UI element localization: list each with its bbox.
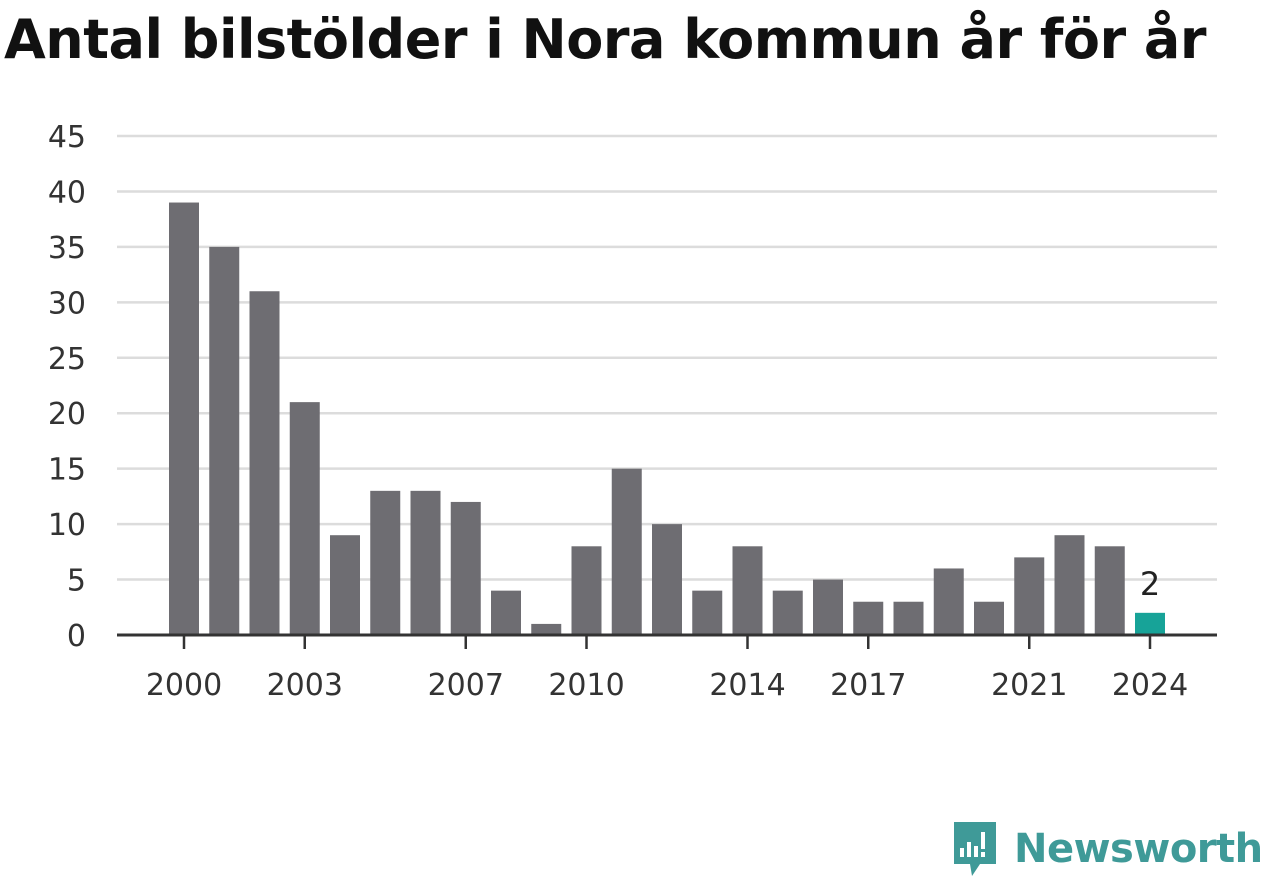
x-tick-label-2000: 2000 [146,668,222,703]
bar-2023 [1094,546,1125,635]
y-tick-label-5: 5 [67,564,86,599]
bar-2018 [893,601,924,635]
data-label-2024: 2 [1140,565,1160,603]
x-tick-label-2014: 2014 [709,668,785,703]
bars [169,202,1165,636]
bar-2016 [813,579,843,635]
y-tick-label-45: 45 [48,120,86,155]
y-tick-label-30: 30 [48,286,86,321]
chart-title: Antal bilstölder i Nora kommun år för år [4,8,1206,71]
x-tick-label-2007: 2007 [428,668,504,703]
bar-2009 [531,623,562,635]
bar-2001 [209,246,240,635]
bar-2021 [1014,557,1045,635]
bar-2017 [853,601,884,635]
bar-2022 [1054,535,1085,635]
y-tick-label-20: 20 [48,397,86,432]
x-axis-ticks: 2000 2003 2007 2010 2014 2017 2021 2024 [146,635,1188,703]
bar-2002 [249,291,280,635]
newsworthy-logo-icon [954,822,996,876]
y-tick-label-25: 25 [48,342,86,377]
bar-2007 [450,501,481,635]
bar-2015 [772,590,803,635]
y-tick-label-10: 10 [48,508,86,543]
y-axis-ticks: 0 5 10 15 20 25 30 35 40 45 [48,120,86,654]
brand-name: Newsworthy [1014,826,1262,872]
x-tick-label-2024: 2024 [1112,668,1188,703]
x-tick-label-2010: 2010 [548,668,624,703]
bar-2024 [1135,612,1165,635]
newsworthy-logo: Newsworthy [950,818,1262,880]
bar-2013 [692,590,723,635]
bar-2004 [330,535,360,635]
gridlines [117,134,1217,581]
bar-2019 [933,568,964,635]
x-tick-label-2017: 2017 [830,668,906,703]
bar-2005 [370,490,401,635]
bar-2003 [289,402,320,635]
x-tick-label-2021: 2021 [991,668,1067,703]
bar-2011 [611,468,642,635]
bar-2014 [732,546,763,635]
y-tick-label-0: 0 [67,619,86,654]
bar-2006 [410,490,441,635]
bar-2012 [652,524,682,635]
bar-2020 [974,601,1004,635]
y-tick-label-35: 35 [48,231,86,266]
x-tick-label-2003: 2003 [267,668,343,703]
y-tick-label-40: 40 [48,175,86,210]
data-labels: 2 [1140,565,1160,603]
bar-2010 [571,546,602,635]
y-tick-label-15: 15 [48,453,86,488]
bar-2000 [169,202,199,636]
bar-2008 [491,590,521,635]
